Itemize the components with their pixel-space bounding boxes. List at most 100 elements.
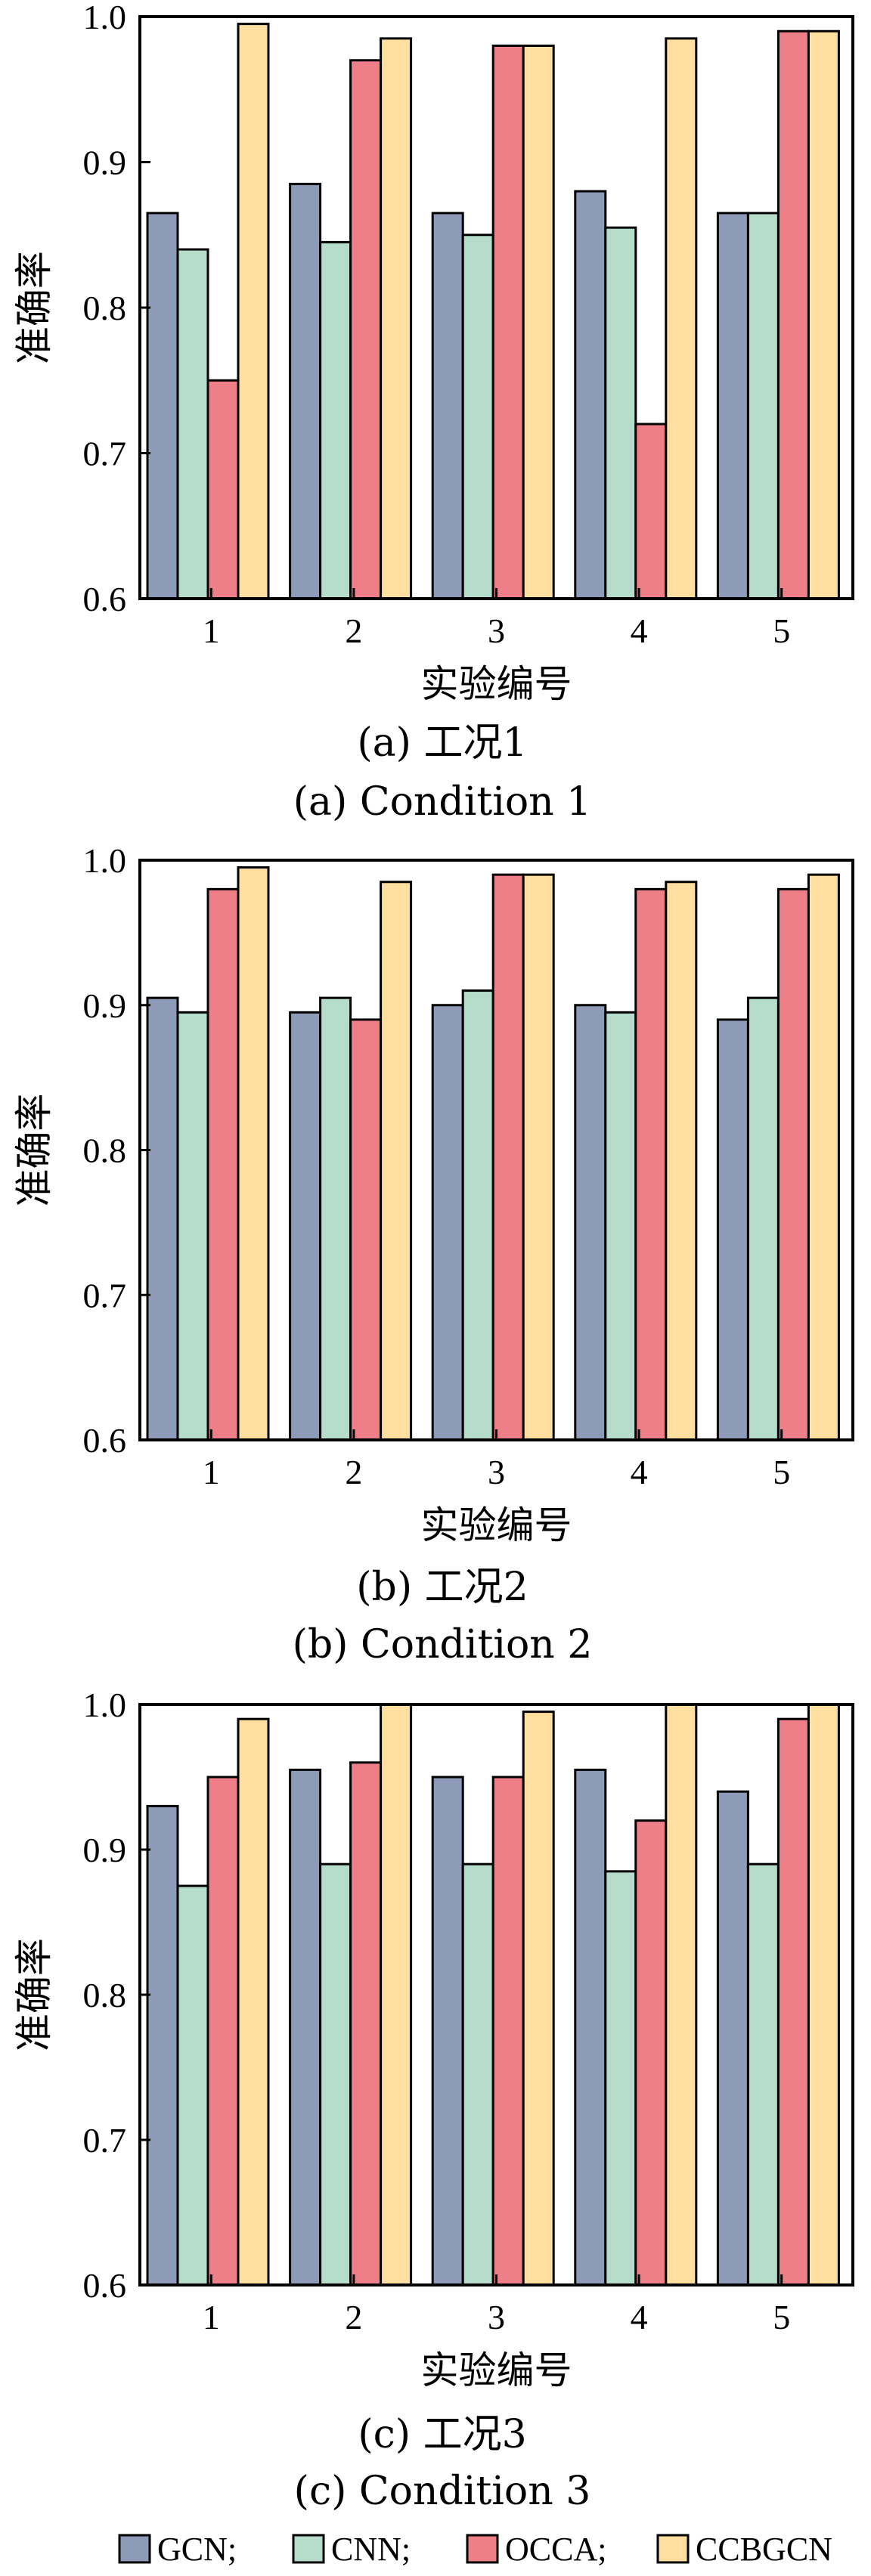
x-axis-title: 实验编号 xyxy=(421,2348,572,2392)
bar-occa-1 xyxy=(206,887,240,1441)
bar-occa-2 xyxy=(349,1761,383,2287)
bar-cnn-2 xyxy=(319,996,352,1441)
bar-gcn-2 xyxy=(289,1011,322,1441)
bar-gcn-3 xyxy=(431,1004,464,1441)
bar-cnn-2 xyxy=(319,240,352,600)
bar-cnn-3 xyxy=(461,234,494,600)
bar-gcn-5 xyxy=(716,212,749,600)
bar-cnn-4 xyxy=(604,1870,637,2287)
bar-occa-2 xyxy=(349,59,383,600)
y-tick-label: 1.0 xyxy=(83,841,127,880)
y-tick-label: 0.7 xyxy=(83,2121,127,2160)
bar-cnn-5 xyxy=(746,996,780,1441)
legend: GCN; CNN; OCCA; CCBGCN xyxy=(118,2531,832,2568)
caption-cn: (c) 工况3 xyxy=(358,2412,526,2457)
legend-label-gcn: GCN; xyxy=(157,2531,237,2568)
caption-en: (c) Condition 3 xyxy=(294,2469,591,2514)
y-tick-label: 0.8 xyxy=(83,1132,127,1170)
y-tick-label: 0.9 xyxy=(83,144,127,182)
bar-gcn-4 xyxy=(574,1768,607,2287)
legend-label-cnn: CNN; xyxy=(331,2531,411,2568)
bar-gcn-1 xyxy=(146,212,179,600)
legend-swatch-gcn xyxy=(118,2534,151,2564)
bar-occa-3 xyxy=(491,45,525,600)
bar-cnn-4 xyxy=(604,1011,637,1441)
x-axis-title: 实验编号 xyxy=(421,1503,572,1547)
bar-cnn-4 xyxy=(604,226,637,600)
x-tick-label: 1 xyxy=(203,611,220,650)
bar-gcn-4 xyxy=(574,1004,607,1441)
bar-gcn-3 xyxy=(431,1776,464,2287)
bar-occa-5 xyxy=(776,29,810,600)
x-tick-label: 1 xyxy=(203,2298,220,2336)
x-tick-label: 4 xyxy=(631,1453,648,1491)
bar-ccbgcn-5 xyxy=(807,1703,840,2287)
bar-cnn-1 xyxy=(176,1011,209,1441)
bar-ccbgcn-1 xyxy=(237,1717,270,2287)
bar-ccbgcn-1 xyxy=(237,23,270,600)
bar-ccbgcn-3 xyxy=(522,45,555,600)
bar-ccbgcn-2 xyxy=(380,37,413,600)
y-tick-label: 1.0 xyxy=(83,1686,127,1724)
legend-swatch-cnn xyxy=(292,2534,325,2564)
bar-cnn-3 xyxy=(461,1862,494,2287)
y-tick-label: 0.9 xyxy=(83,1831,127,1869)
bar-ccbgcn-5 xyxy=(807,873,840,1441)
x-tick-label: 4 xyxy=(631,611,648,650)
bar-occa-4 xyxy=(634,1819,668,2287)
x-tick-label: 3 xyxy=(488,2298,505,2336)
bar-gcn-4 xyxy=(574,190,607,600)
bar-ccbgcn-3 xyxy=(522,873,555,1441)
bar-cnn-3 xyxy=(461,989,494,1441)
caption-cn: (a) 工况1 xyxy=(357,720,527,766)
x-tick-label: 2 xyxy=(345,611,362,650)
y-tick-label: 0.8 xyxy=(83,1976,127,2014)
legend-swatch-occa xyxy=(466,2534,499,2564)
bar-occa-1 xyxy=(206,379,240,600)
bar-occa-3 xyxy=(491,873,525,1441)
y-tick-label: 0.7 xyxy=(83,435,127,473)
x-tick-label: 3 xyxy=(488,611,505,650)
bar-occa-4 xyxy=(634,887,668,1441)
x-tick-label: 1 xyxy=(203,1453,220,1491)
y-axis-title: 准确率 xyxy=(12,1938,56,2051)
x-tick-label: 4 xyxy=(631,2298,648,2336)
y-axis-title: 准确率 xyxy=(12,1094,56,1207)
x-tick-label: 5 xyxy=(773,611,790,650)
bar-ccbgcn-5 xyxy=(807,29,840,600)
bar-ccbgcn-1 xyxy=(237,866,270,1441)
bar-occa-1 xyxy=(206,1776,240,2287)
bar-gcn-1 xyxy=(146,1804,179,2287)
bar-gcn-2 xyxy=(289,182,322,600)
bar-occa-4 xyxy=(634,423,668,600)
bar-gcn-3 xyxy=(431,212,464,600)
bar-cnn-5 xyxy=(746,1862,780,2287)
bar-cnn-2 xyxy=(319,1862,352,2287)
y-tick-label: 0.6 xyxy=(83,2266,127,2305)
x-tick-label: 5 xyxy=(773,1453,790,1491)
caption-en: (a) Condition 1 xyxy=(293,779,592,825)
bar-cnn-1 xyxy=(176,248,209,600)
x-tick-label: 2 xyxy=(345,1453,362,1491)
y-tick-label: 1.0 xyxy=(83,0,127,36)
caption-cn: (b) 工况2 xyxy=(356,1565,528,1610)
y-tick-label: 0.9 xyxy=(83,986,127,1025)
y-tick-label: 0.8 xyxy=(83,289,127,327)
bar-gcn-5 xyxy=(716,1018,749,1441)
bar-ccbgcn-4 xyxy=(665,881,698,1441)
y-tick-label: 0.7 xyxy=(83,1276,127,1314)
bar-gcn-5 xyxy=(716,1790,749,2287)
x-tick-label: 2 xyxy=(345,2298,362,2336)
legend-swatch-ccbgcn xyxy=(656,2534,690,2564)
caption-en: (b) Condition 2 xyxy=(293,1622,593,1667)
bar-ccbgcn-2 xyxy=(380,881,413,1441)
bar-occa-3 xyxy=(491,1776,525,2287)
bar-cnn-1 xyxy=(176,1884,209,2287)
bar-occa-2 xyxy=(349,1018,383,1441)
bar-occa-5 xyxy=(776,887,810,1441)
legend-label-ccbgcn: CCBGCN xyxy=(696,2531,832,2568)
bar-gcn-2 xyxy=(289,1768,322,2287)
